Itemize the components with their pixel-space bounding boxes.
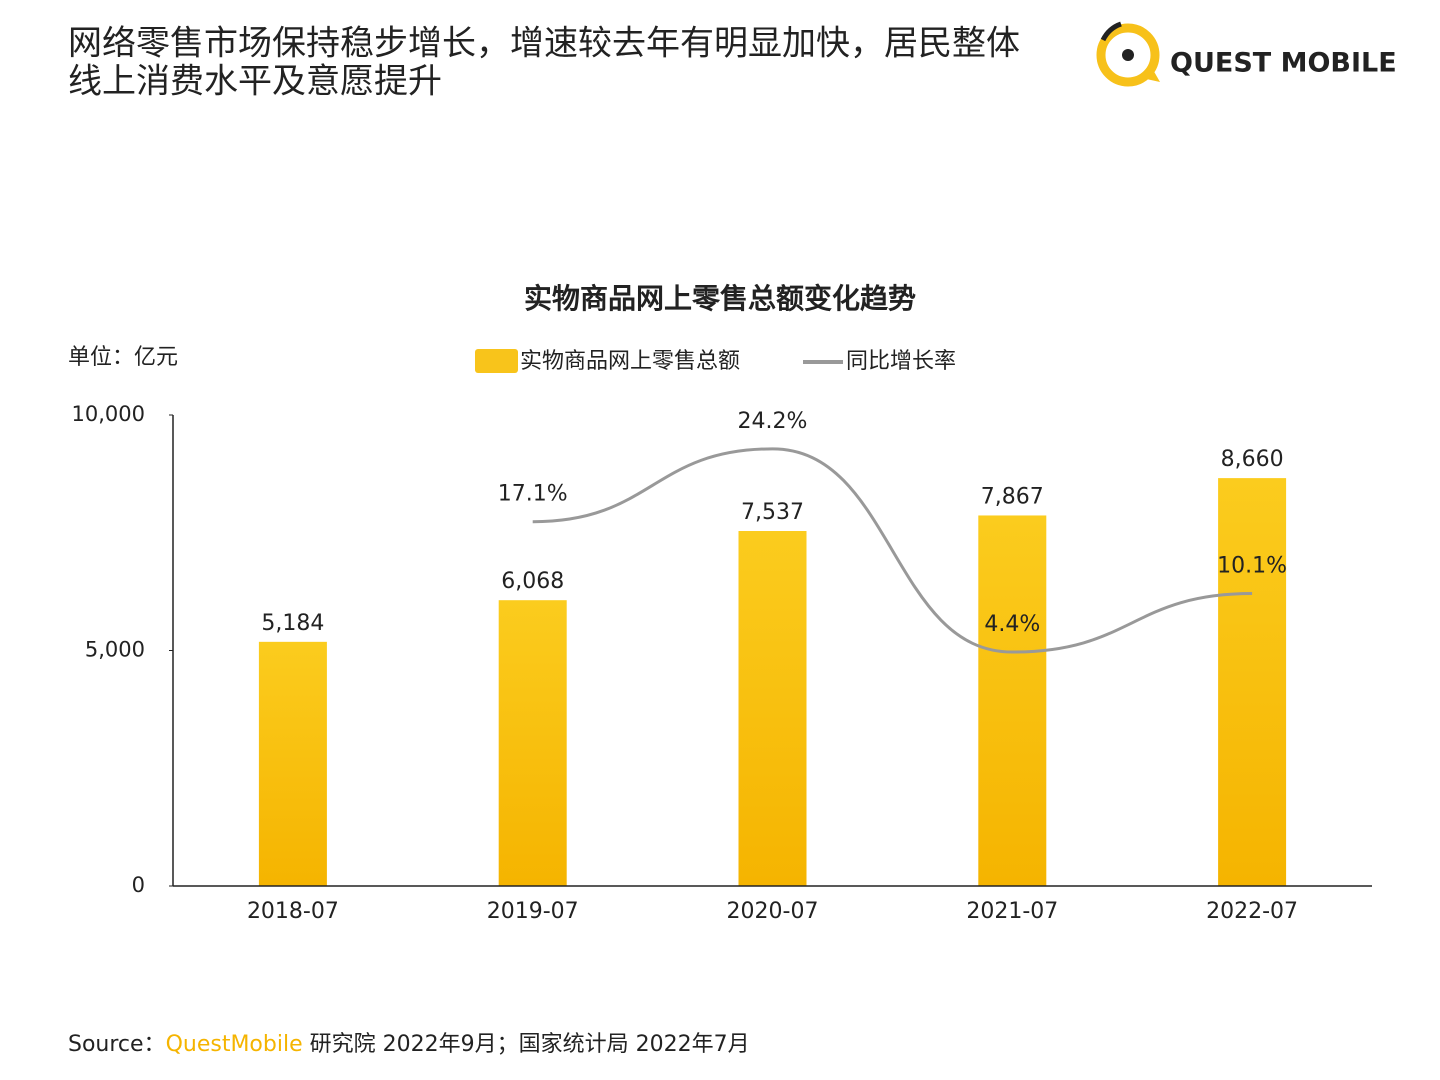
bar: [498, 600, 567, 886]
source-brand: QuestMobile: [166, 1032, 303, 1057]
legend-label: 同比增长率: [846, 349, 956, 374]
bar: [258, 641, 327, 886]
logo-text: QUEST MOBILE: [1170, 48, 1397, 79]
line-value-label: 4.4%: [984, 612, 1040, 637]
line-value-label: 24.2%: [738, 409, 808, 434]
bar-value-label: 7,537: [741, 500, 804, 525]
line-value-label: 17.1%: [498, 482, 568, 507]
logo-icon: [1096, 21, 1160, 87]
y-tick-label: 0: [132, 873, 145, 897]
unit-label: 单位：亿元: [68, 345, 178, 370]
chart-title: 实物商品网上零售总额变化趋势: [524, 282, 916, 315]
bar-value-label: 8,660: [1221, 447, 1284, 472]
x-tick-label: 2022-07: [1206, 899, 1298, 924]
x-tick-label: 2018-07: [247, 899, 339, 924]
bar-value-label: 5,184: [261, 611, 324, 636]
y-tick-label: 10,000: [72, 402, 145, 426]
headline: 网络零售市场保持稳步增长，增速较去年有明显加快，居民整体: [68, 24, 1020, 64]
headline: 线上消费水平及意愿提升: [68, 62, 442, 102]
bar-value-label: 6,068: [501, 569, 564, 594]
bar: [738, 531, 807, 886]
source-rest: 研究院 2022年9月；国家统计局 2022年7月: [303, 1032, 750, 1057]
legend-label: 实物商品网上零售总额: [520, 349, 740, 374]
x-tick-label: 2019-07: [487, 899, 579, 924]
x-tick-label: 2020-07: [727, 899, 819, 924]
bar: [1218, 478, 1287, 886]
line-value-label: 10.1%: [1217, 554, 1287, 579]
x-tick-label: 2021-07: [966, 899, 1058, 924]
bar: [978, 515, 1047, 886]
source: Source：QuestMobile 研究院 2022年9月；国家统计局 202…: [68, 1032, 750, 1057]
bar-value-label: 7,867: [981, 484, 1044, 509]
source-prefix: Source：: [68, 1032, 166, 1057]
growth-line: [532, 447, 1253, 654]
legend-swatch: [475, 349, 518, 373]
y-tick-label: 5,000: [85, 638, 145, 662]
